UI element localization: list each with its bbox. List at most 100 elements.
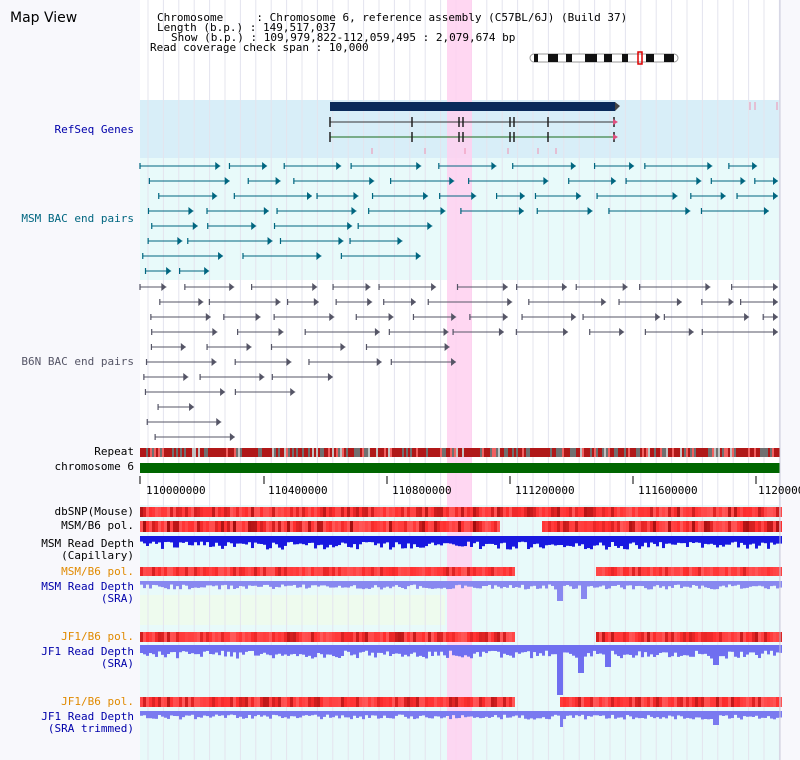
jf1-pol-heat xyxy=(650,632,653,642)
track-label-msm-pol-1[interactable]: MSM/B6 pol. xyxy=(61,519,134,532)
refseq-gene-block xyxy=(330,102,615,111)
track-label-jf1-depth-sra-1[interactable]: JF1 Read Depth xyxy=(41,645,134,658)
repeat-segment xyxy=(608,448,610,457)
msm-pol2-heat xyxy=(479,567,482,576)
msm-capillary-depth-bar xyxy=(467,536,470,542)
track-label-jf1-depth-trim-1[interactable]: JF1 Read Depth xyxy=(41,710,134,723)
b6n-bac-read-arrow xyxy=(340,343,346,351)
msm-sra-depth-bar xyxy=(284,581,287,587)
jf1-sra-depth-bar xyxy=(272,645,275,659)
jf1-pol2-heat xyxy=(668,697,671,707)
jf1-pol2-heat xyxy=(446,697,449,707)
msm-sra-depth-bar xyxy=(410,581,413,586)
msm-pol2-heat xyxy=(209,567,212,576)
dbsnp-heat xyxy=(740,507,743,517)
dbsnp-heat xyxy=(692,507,695,517)
msm-pol2-heat xyxy=(215,567,218,576)
jf1-pol2-heat xyxy=(461,697,464,707)
msm-sra-depth-bar xyxy=(359,581,362,589)
jf1-sra-depth-bar xyxy=(170,645,173,653)
msm-pol-heat xyxy=(773,521,776,532)
msm-pol2-heat xyxy=(275,567,278,576)
msm-pol2-heat xyxy=(488,567,491,576)
jf1-pol2-heat xyxy=(392,697,395,707)
track-label-jf1-pol-1[interactable]: JF1/B6 pol. xyxy=(61,630,134,643)
jf1-pol-heat xyxy=(224,632,227,642)
msm-pol2-heat xyxy=(431,567,434,576)
track-label-msm-depth-sra-1[interactable]: MSM Read Depth xyxy=(41,580,134,593)
msm-sra-depth-bar xyxy=(425,581,428,588)
jf1-pol-heat xyxy=(245,632,248,642)
msm-pol-heat xyxy=(650,521,653,532)
msm-pol-heat xyxy=(296,521,299,532)
jf1-pol2-heat xyxy=(179,697,182,707)
jf1-pol2-heat xyxy=(167,697,170,707)
axis-tick-label: 111600000 xyxy=(638,484,698,497)
jf1-pol2-heat xyxy=(353,697,356,707)
jf1-pol-heat xyxy=(389,632,392,642)
jf1-pol2-heat xyxy=(431,697,434,707)
jf1-trim-depth-bar xyxy=(626,711,629,716)
msm-capillary-depth-bar xyxy=(755,536,758,549)
dbsnp-heat xyxy=(395,507,398,517)
track-label-msm-pol-2[interactable]: MSM/B6 pol. xyxy=(61,565,134,578)
repeat-segment xyxy=(486,448,488,457)
repeat-segment xyxy=(406,448,408,457)
repeat-segment xyxy=(744,448,746,457)
msm-pol2-heat xyxy=(410,567,413,576)
jf1-pol-heat xyxy=(449,632,452,642)
repeat-segment xyxy=(230,448,232,457)
track-label-b6n-bac[interactable]: B6N BAC end pairs xyxy=(21,355,134,368)
msm-capillary-depth-bar xyxy=(452,536,455,545)
msm-capillary-depth-bar xyxy=(539,536,542,548)
msm-sra-depth-bar xyxy=(206,581,209,586)
jf1-trim-depth-bar xyxy=(365,711,368,716)
jf1-trim-depth-bar xyxy=(260,711,263,717)
repeat-segment xyxy=(246,448,248,457)
jf1-trim-depth-bar xyxy=(386,711,389,718)
msm-capillary-depth-bar xyxy=(629,536,632,544)
dbsnp-heat xyxy=(272,507,275,517)
jf1-pol-heat xyxy=(299,632,302,642)
msm-pol2-heat xyxy=(647,567,650,576)
jf1-pol2-heat xyxy=(428,697,431,707)
jf1-pol-heat xyxy=(413,632,416,642)
track-label-refseq-genes[interactable]: RefSeq Genes xyxy=(54,123,134,136)
track-label-msm-depth-cap-1[interactable]: MSM Read Depth xyxy=(41,537,134,550)
track-label-msm-bac[interactable]: MSM BAC end pairs xyxy=(21,212,134,225)
msm-pol-heat xyxy=(281,521,284,532)
msm-pol2-heat xyxy=(386,567,389,576)
jf1-sra-depth-bar xyxy=(554,645,557,655)
repeat-segment xyxy=(248,448,250,457)
msm-capillary-depth-bar xyxy=(512,536,515,547)
jf1-sra-depth-bar xyxy=(623,645,626,655)
msm-pol-heat xyxy=(359,521,362,532)
msm-pol-heat xyxy=(224,521,227,532)
jf1-sra-depth-bar xyxy=(518,645,521,654)
repeat-segment xyxy=(776,448,778,457)
msm-sra-depth-bar xyxy=(338,581,341,586)
msm-capillary-depth-bar xyxy=(440,536,443,546)
msm-sra-depth-bar xyxy=(740,581,743,589)
jf1-pol-heat xyxy=(509,632,512,642)
jf1-pol2-heat xyxy=(221,697,224,707)
jf1-pol-heat xyxy=(350,632,353,642)
msm-sra-depth-bar xyxy=(605,581,608,590)
msm-pol-heat xyxy=(617,521,620,532)
dbsnp-heat xyxy=(221,507,224,517)
jf1-pol2-heat xyxy=(659,697,662,707)
jf1-sra-depth-bar xyxy=(212,645,215,655)
jf1-trim-depth-bar xyxy=(278,711,281,717)
jf1-trim-depth-bar xyxy=(479,711,482,719)
repeat-segment xyxy=(702,448,704,457)
track-label-dbsnp[interactable]: dbSNP(Mouse) xyxy=(54,505,134,518)
msm-sra-depth-bar xyxy=(317,581,320,587)
msm-pol-heat xyxy=(401,521,404,532)
dbsnp-heat xyxy=(296,507,299,517)
repeat-segment xyxy=(528,448,530,457)
dbsnp-heat xyxy=(515,507,518,517)
jf1-pol-heat xyxy=(722,632,725,642)
track-label-jf1-pol-2[interactable]: JF1/B6 pol. xyxy=(61,695,134,708)
msm-capillary-depth-bar xyxy=(341,536,344,543)
